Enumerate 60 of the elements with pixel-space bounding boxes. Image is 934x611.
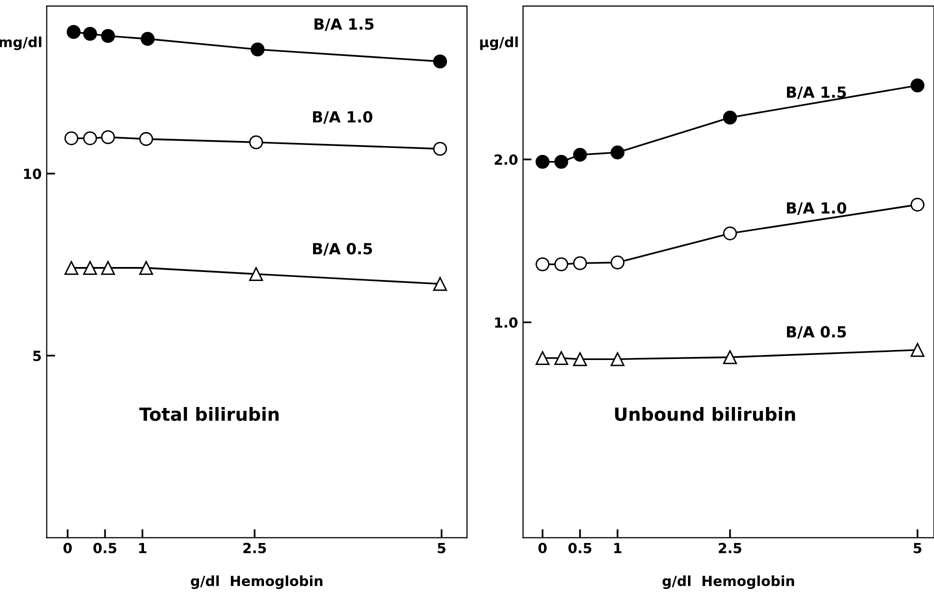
x-tick-label: 2.5 (243, 542, 266, 554)
y-tick-label: 2.0 (494, 154, 518, 165)
annotation: Unbound bilirubin (615, 407, 796, 421)
x-tick-label: 2.5 (718, 542, 742, 554)
point (554, 351, 568, 365)
point (433, 54, 448, 68)
point (536, 257, 550, 272)
point (139, 260, 154, 275)
point (910, 78, 924, 92)
point (433, 276, 448, 291)
point (610, 352, 624, 366)
point (536, 351, 550, 365)
point (723, 350, 737, 364)
point (64, 260, 78, 275)
series-label: B/A 1.0 (313, 111, 372, 124)
point (139, 132, 154, 146)
point (83, 131, 98, 146)
point (554, 257, 568, 272)
series-label: B/A 1.5 (314, 18, 374, 32)
point (723, 110, 737, 124)
x-axis-title: g/dl Hemoglobin (190, 575, 322, 589)
x-axis-title: g/dl Hemoglobin (662, 575, 794, 589)
point (101, 130, 115, 144)
point (101, 29, 115, 43)
point (536, 154, 550, 169)
point (554, 154, 568, 169)
series-label: B/A 1.5 (786, 86, 846, 100)
annotation: Total bilirubin (139, 407, 279, 421)
x-tick-label: 0.5 (568, 542, 592, 554)
x-tick-label: 0.5 (93, 542, 116, 554)
series-label: B/A 0.5 (313, 242, 372, 256)
point (66, 25, 81, 39)
point (101, 260, 115, 275)
point (610, 146, 624, 160)
series-label: B/A 0.5 (786, 326, 846, 339)
point (249, 135, 264, 150)
y-axis-title: µg/dl (480, 36, 518, 50)
y-tick-label: 1.0 (495, 317, 518, 328)
point (573, 256, 587, 270)
y-tick-label: 10 (24, 168, 42, 180)
x-tick-label: 0 (538, 542, 547, 554)
point (433, 142, 448, 156)
point (910, 198, 924, 212)
point (249, 267, 264, 282)
x-tick-label: 5 (438, 542, 446, 554)
x-tick-label: 1 (139, 542, 146, 554)
x-tick-label: 0 (63, 542, 72, 554)
point (64, 131, 78, 146)
point (723, 226, 737, 240)
point (140, 32, 155, 46)
point (910, 343, 924, 357)
point (83, 260, 98, 275)
point (250, 42, 265, 56)
point (83, 26, 98, 41)
point (610, 256, 624, 270)
point (573, 352, 587, 366)
point (573, 148, 587, 162)
series-label: B/A 1.0 (786, 202, 846, 215)
x-tick-label: 1 (614, 542, 622, 554)
x-tick-label: 5 (914, 542, 922, 554)
